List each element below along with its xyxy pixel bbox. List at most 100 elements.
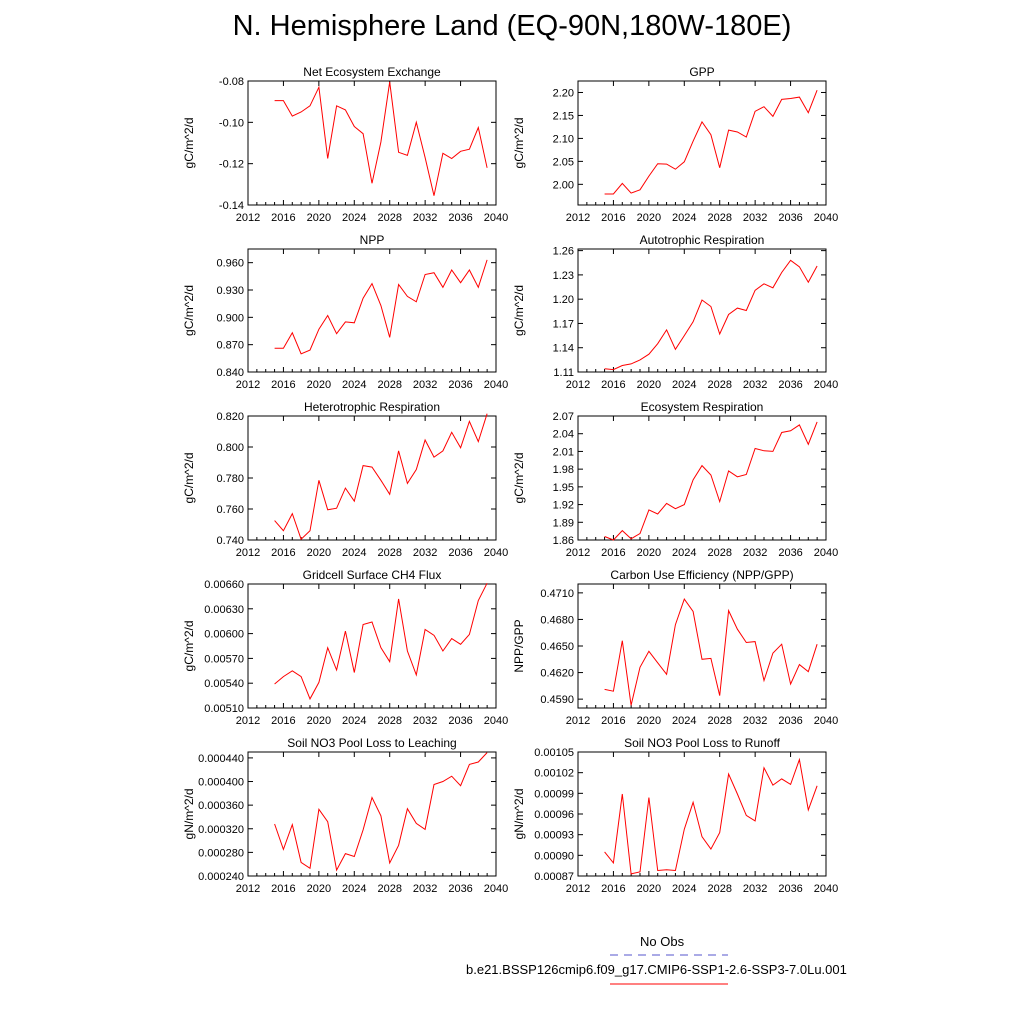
series-line [604, 90, 818, 195]
y-tick-label: 0.00102 [534, 768, 574, 780]
x-tick-label: 2032 [743, 379, 767, 391]
plot-frame [247, 415, 497, 541]
x-tick-label: 2028 [707, 547, 731, 559]
y-tick-label: 0.4620 [540, 668, 574, 680]
legend-obs-line [610, 954, 728, 956]
x-tick-label: 2024 [672, 883, 696, 895]
legend-obs-label: No Obs [640, 934, 685, 949]
chart-panel: Ecosystem Respiration gC/m^2/d 2012 2016 202… [512, 400, 838, 559]
y-tick-label: 0.000240 [198, 871, 244, 883]
y-axis-label: NPP/GPP [512, 619, 526, 672]
y-tick-label: 0.930 [216, 285, 244, 297]
chart-panel: Soil NO3 Pool Loss to Leaching gN/m^2/d 20… [182, 736, 508, 895]
chart-panel: NPP gC/m^2/d 2012 2016 2020 2024 2028 2032 2036 2… [182, 233, 508, 391]
x-tick-label: 2024 [672, 547, 696, 559]
series-line [604, 421, 818, 541]
x-tick-label: 2024 [342, 379, 366, 391]
y-tick-label: 0.000440 [198, 753, 244, 765]
y-tick-label: 2.00 [553, 179, 574, 191]
chart-panel: Gridcell Surface CH4 Flux gC/m^2/d 2012 201… [182, 568, 508, 727]
y-tick-label: 0.00087 [534, 871, 574, 883]
y-tick-label: 0.800 [216, 442, 244, 454]
x-tick-label: 2024 [672, 212, 696, 224]
panel-title: Soil NO3 Pool Loss to Runoff [624, 736, 781, 750]
chart-panel: GPP gC/m^2/d 2012 2016 2020 2024 2028 2032 2036 2… [512, 65, 838, 224]
x-tick-label: 2012 [566, 547, 590, 559]
panel-title: Soil NO3 Pool Loss to Leaching [287, 736, 456, 750]
y-tick-label: 0.00660 [204, 579, 244, 591]
plot-frame [577, 583, 827, 709]
y-tick-label: 0.00090 [534, 850, 574, 862]
series-line [274, 582, 488, 701]
x-tick-label: 2016 [601, 883, 625, 895]
y-tick-label: 2.20 [553, 87, 574, 99]
x-tick-label: 2040 [814, 379, 838, 391]
x-tick-label: 2024 [342, 883, 366, 895]
y-tick-label: 0.00093 [534, 830, 574, 842]
x-tick-label: 2040 [484, 547, 508, 559]
y-tick-label: 1.20 [553, 294, 574, 306]
x-tick-label: 2016 [271, 883, 295, 895]
y-tick-label: -0.08 [219, 76, 244, 88]
x-tick-label: 2020 [307, 883, 331, 895]
y-tick-label: 1.23 [553, 270, 574, 282]
y-tick-label: 0.4680 [540, 614, 574, 626]
y-tick-label: 2.15 [553, 110, 574, 122]
x-tick-label: 2012 [566, 212, 590, 224]
series-line [604, 598, 818, 706]
x-tick-label: 2032 [413, 212, 437, 224]
x-tick-label: 2040 [484, 212, 508, 224]
x-tick-label: 2028 [707, 379, 731, 391]
x-tick-label: 2036 [778, 547, 802, 559]
y-axis-label: gC/m^2/d [512, 453, 526, 504]
series-line [274, 81, 488, 196]
y-tick-label: 0.840 [216, 367, 244, 379]
y-tick-label: 1.92 [553, 500, 574, 512]
x-tick-label: 2024 [672, 379, 696, 391]
y-tick-label: 0.900 [216, 312, 244, 324]
y-tick-label: 1.89 [553, 517, 574, 529]
x-tick-label: 2020 [307, 379, 331, 391]
x-tick-label: 2036 [448, 883, 472, 895]
x-tick-label: 2036 [448, 547, 472, 559]
y-axis-label: gN/m^2/d [182, 789, 196, 840]
x-tick-label: 2040 [484, 379, 508, 391]
y-tick-label: 0.00510 [204, 703, 244, 715]
plot-frame [247, 80, 497, 206]
plot-frame [247, 248, 497, 373]
y-tick-label: 2.05 [553, 156, 574, 168]
x-tick-label: 2016 [271, 547, 295, 559]
chart-panel: Autotrophic Respiration gC/m^2/d 2012 2016 2… [512, 233, 838, 391]
y-axis-label: gC/m^2/d [512, 118, 526, 169]
y-tick-label: -0.12 [219, 159, 244, 171]
x-tick-label: 2020 [637, 547, 661, 559]
y-tick-label: 0.960 [216, 258, 244, 270]
y-tick-label: 0.00630 [204, 604, 244, 616]
plot-frame [577, 80, 827, 206]
x-tick-label: 2032 [743, 212, 767, 224]
plot-frame [577, 751, 827, 877]
x-tick-label: 2020 [307, 715, 331, 727]
legend-model-line [610, 983, 728, 985]
panel-title: Ecosystem Respiration [641, 400, 764, 414]
y-tick-label: 1.26 [553, 246, 574, 258]
y-axis-label: gC/m^2/d [182, 118, 196, 169]
page-title: N. Hemisphere Land (EQ-90N,180W-180E) [232, 10, 792, 42]
x-tick-label: 2012 [566, 715, 590, 727]
x-tick-label: 2020 [307, 212, 331, 224]
panel-title: Autotrophic Respiration [640, 233, 765, 247]
chart-panel: Heterotrophic Respiration gC/m^2/d 2012 201… [182, 400, 508, 559]
x-tick-label: 2020 [637, 212, 661, 224]
chart-panel: Soil NO3 Pool Loss to Runoff gN/m^2/d 2012… [512, 736, 838, 895]
x-tick-label: 2016 [601, 547, 625, 559]
y-tick-label: 2.01 [553, 446, 574, 458]
x-tick-label: 2040 [484, 883, 508, 895]
panel-title: Gridcell Surface CH4 Flux [303, 568, 442, 582]
panel-title: Heterotrophic Respiration [304, 400, 440, 414]
y-tick-label: -0.14 [219, 200, 244, 212]
series-line [274, 752, 488, 872]
series-line [604, 259, 818, 371]
y-tick-label: 2.04 [553, 429, 574, 441]
x-tick-label: 2012 [566, 379, 590, 391]
